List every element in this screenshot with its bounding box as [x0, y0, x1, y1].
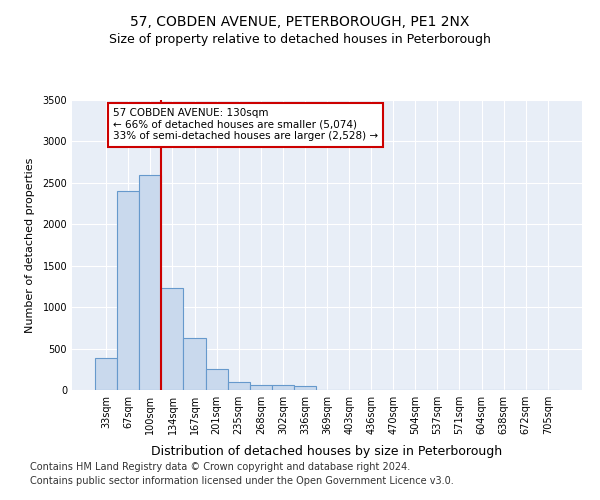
Text: 57 COBDEN AVENUE: 130sqm
← 66% of detached houses are smaller (5,074)
33% of sem: 57 COBDEN AVENUE: 130sqm ← 66% of detach…: [113, 108, 378, 142]
X-axis label: Distribution of detached houses by size in Peterborough: Distribution of detached houses by size …: [151, 446, 503, 458]
Bar: [161, 288, 184, 390]
Bar: [272, 386, 294, 390]
Bar: [250, 384, 272, 390]
Y-axis label: Number of detached properties: Number of detached properties: [25, 158, 35, 332]
Text: Size of property relative to detached houses in Peterborough: Size of property relative to detached ho…: [109, 32, 491, 46]
Bar: [206, 369, 227, 390]
Text: 57, COBDEN AVENUE, PETERBOROUGH, PE1 2NX: 57, COBDEN AVENUE, PETERBOROUGH, PE1 2NX: [130, 15, 470, 29]
Text: Contains public sector information licensed under the Open Government Licence v3: Contains public sector information licen…: [30, 476, 454, 486]
Bar: [139, 174, 161, 390]
Bar: [95, 358, 117, 390]
Bar: [227, 382, 250, 390]
Bar: [117, 191, 139, 390]
Bar: [184, 338, 206, 390]
Text: Contains HM Land Registry data © Crown copyright and database right 2024.: Contains HM Land Registry data © Crown c…: [30, 462, 410, 472]
Bar: [294, 386, 316, 390]
